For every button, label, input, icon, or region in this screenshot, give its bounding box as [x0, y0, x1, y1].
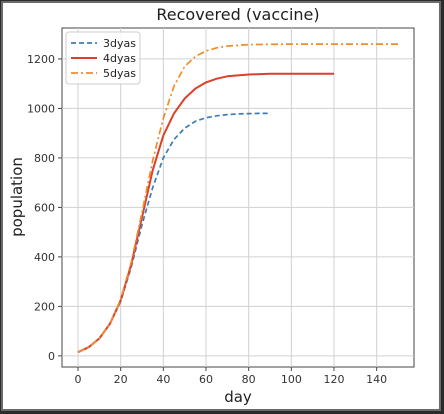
y-tick-label: 0	[48, 350, 55, 363]
y-tick-label: 800	[34, 152, 55, 165]
x-tick-label: 120	[324, 373, 345, 386]
y-tick-label: 600	[34, 201, 55, 214]
x-tick-label: 80	[242, 373, 256, 386]
legend-label-3dyas: 3dyas	[103, 37, 136, 50]
axis-ticks: 0 20 40 60 80 100 120 140 0 200 400 600 800 1000 1200	[27, 53, 387, 386]
x-tick-label: 60	[199, 373, 213, 386]
legend-label-4dyas: 4dyas	[103, 52, 136, 65]
x-tick-label: 40	[156, 373, 170, 386]
chart-title: Recovered (vaccine)	[156, 5, 319, 24]
y-tick-label: 400	[34, 251, 55, 264]
x-tick-label: 20	[114, 373, 128, 386]
series-lines	[77, 43, 398, 354]
x-tick-label: 140	[366, 373, 387, 386]
x-tick-label: 100	[281, 373, 302, 386]
x-axis-title: day	[224, 388, 252, 406]
y-tick-label: 1000	[27, 102, 55, 115]
y-tick-label: 200	[34, 300, 55, 313]
y-tick-label: 1200	[27, 53, 55, 66]
legend-label-5dyas: 5dyas	[103, 67, 136, 80]
legend-box	[65, 31, 141, 85]
y-axis-title: population	[8, 157, 26, 237]
x-tick-label: 0	[75, 373, 82, 386]
series-line-5dyas	[77, 43, 398, 353]
legend: 3dyas 4dyas 5dyas	[65, 31, 141, 85]
